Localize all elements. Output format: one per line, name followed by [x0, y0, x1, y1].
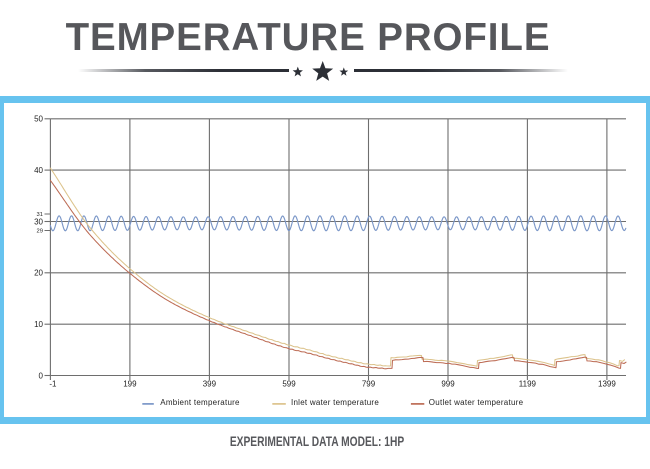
svg-text:40: 40	[34, 166, 43, 175]
svg-text:50: 50	[34, 115, 43, 124]
svg-text:20: 20	[34, 269, 43, 278]
svg-text:399: 399	[203, 379, 217, 388]
svg-text:799: 799	[362, 379, 376, 388]
svg-text:0: 0	[39, 371, 44, 380]
svg-text:199: 199	[123, 379, 137, 388]
svg-text:999: 999	[441, 379, 455, 388]
svg-text:30: 30	[34, 217, 43, 226]
svg-text:1399: 1399	[598, 379, 616, 388]
svg-text:Outlet water temperature: Outlet water temperature	[429, 398, 524, 407]
svg-text:Inlet water temperature: Inlet water temperature	[291, 398, 379, 407]
svg-text:10: 10	[34, 320, 43, 329]
svg-text:29: 29	[37, 229, 43, 235]
svg-text:31: 31	[37, 212, 43, 218]
svg-text:-1: -1	[49, 379, 57, 388]
svg-text:599: 599	[282, 379, 296, 388]
svg-text:1199: 1199	[519, 379, 537, 388]
svg-text:Ambient temperature: Ambient temperature	[160, 398, 240, 407]
